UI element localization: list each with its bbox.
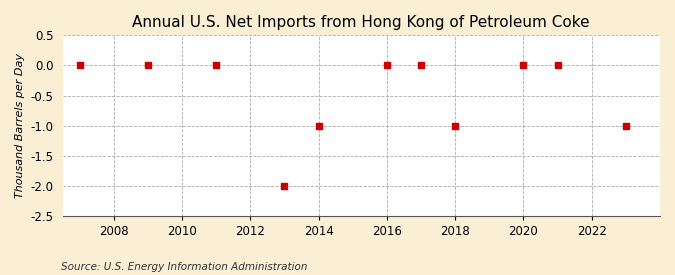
Point <box>381 63 392 68</box>
Point <box>416 63 427 68</box>
Point <box>142 63 153 68</box>
Y-axis label: Thousand Barrels per Day: Thousand Barrels per Day <box>15 53 25 198</box>
Title: Annual U.S. Net Imports from Hong Kong of Petroleum Coke: Annual U.S. Net Imports from Hong Kong o… <box>132 15 590 30</box>
Text: Source: U.S. Energy Information Administration: Source: U.S. Energy Information Administ… <box>61 262 307 272</box>
Point <box>74 63 85 68</box>
Point <box>279 184 290 188</box>
Point <box>518 63 529 68</box>
Point <box>211 63 221 68</box>
Point <box>620 123 631 128</box>
Point <box>552 63 563 68</box>
Point <box>313 123 324 128</box>
Point <box>450 123 460 128</box>
